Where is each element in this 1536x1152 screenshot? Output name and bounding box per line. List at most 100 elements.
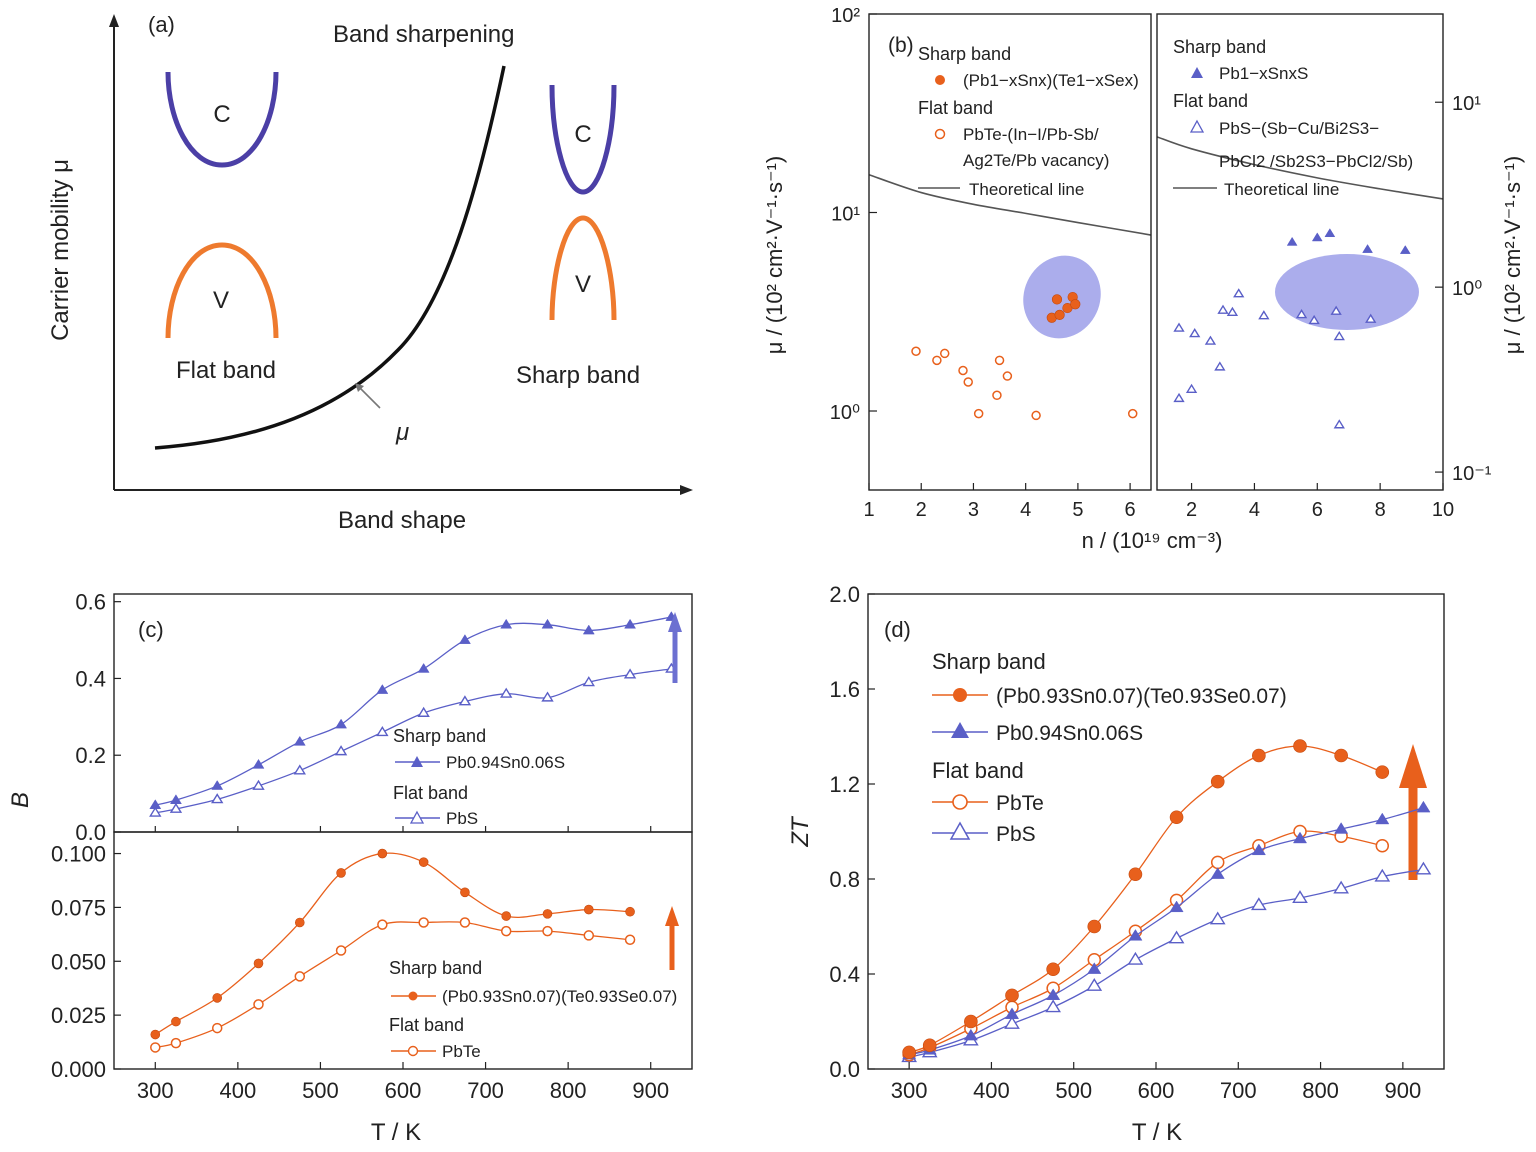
c-top-ytick-label-0.6: 0.6 [75,590,106,615]
d-pbsnte-point-1 [922,1038,937,1053]
d-pbs-point-8 [1209,911,1226,925]
b-right-xtick-label-6: 6 [1312,499,1323,521]
d-pbsnte-point-11 [1334,748,1348,763]
sharp-band-cluster-right [1275,254,1419,330]
b-left-flat-point-9 [1031,410,1041,421]
d-pbsns-point-11 [1334,822,1349,834]
c-top-pbsns-point-6 [376,684,389,694]
b-right-sharp-point-0 [1286,236,1298,246]
d-xtick-label-900: 900 [1384,1078,1421,1103]
b-right-flat-point-9 [1258,310,1270,320]
b-right-legend-flat-title: Flat band [1173,91,1248,111]
b-right-flat-point-14 [1333,419,1345,429]
c-top-pbsns-point-5 [335,718,348,729]
d-pbsnte-point-0 [902,1045,916,1060]
b-left-flat-point-7 [994,355,1005,366]
b-left-ytick-label-1: 10¹ [831,204,860,226]
c-top-pbsns-point-0 [149,799,162,809]
b-left-xtick-label-3: 3 [968,499,979,521]
c-bot-legend-flat-marker [407,1045,419,1057]
c-top-pbs-point-10 [541,691,554,702]
b-right-flat-point-1 [1173,392,1185,403]
c-bot-pbte-point-7 [418,917,429,928]
d-pbsnte-point-8 [1210,774,1225,789]
b-left-legend-flat-marker [934,128,946,140]
b-right-ytick-label-1: 10⁰ [1452,278,1482,300]
c-top-pbsns-point-2 [211,780,224,790]
d-pbsns-point-5 [1087,962,1102,974]
b-left-xtick-label-2: 2 [916,499,927,521]
b-right-legend-flat-entry-1: PbS−(Sb−Cu/Bi2S3− [1219,119,1379,138]
c-bot-pbsnte-line [154,852,631,1036]
panel-d-legend: Sharp band (Pb0.93Sn0.07)(Te0.93Se0.07) … [932,649,1287,846]
panel-c-bottom-legend: Sharp band (Pb0.93Sn0.07)(Te0.93Se0.07) … [389,958,677,1061]
d-ytick-label-1.2: 1.2 [829,772,860,797]
panel-d-xlabel: T / K [1132,1119,1182,1146]
mobility-curve [154,65,506,450]
mobility-curve-label: μ [395,419,409,446]
c-top-pbs-point-0 [149,806,162,817]
d-ytick-label-0.8: 0.8 [829,867,860,892]
c-top-ytick-label-0.0: 0.0 [75,820,106,845]
panel-d-label: (d) [884,617,911,642]
panel-d-arrow-head [1399,744,1427,788]
panel-c: 300 400 500 600 700 800 900 0.0 0.2 0.4 0.6 0.000 0.… [7,590,693,1146]
d-pbsns-point-3 [1004,1007,1020,1019]
b-left-flat-point-3 [958,365,968,376]
b-right-flat-point-3 [1189,328,1201,338]
d-legend-entry4: PbS [996,823,1036,846]
panel-a-title: Band sharpening [333,21,514,48]
d-legend-entry2: Pb0.94Sn0.06S [996,722,1143,745]
b-right-sharp-point-3 [1362,244,1373,253]
d-pbsnte-point-3 [1005,988,1019,1003]
d-pbs-point-5 [1086,978,1103,991]
panel-d-axes: 300 400 500 600 700 800 900 0.0 0.4 0.8 1.2 1.6 2.0 [829,582,1421,1103]
c-top-pbs-point-2 [211,793,224,804]
b-left-flat-point-8 [1002,371,1013,381]
c-top-pbsns-line [155,616,672,806]
d-pbsnte-point-12 [1375,765,1390,779]
d-legend-flat-title: Flat band [932,758,1024,783]
d-pbs-point-10 [1292,890,1308,904]
c-bot-ytick-label-0.075: 0.075 [51,895,106,920]
c-xtick-label-900: 900 [632,1078,669,1103]
c-bot-pbte-point-1 [170,1037,182,1049]
d-legend-sharp-title: Sharp band [932,649,1046,674]
c-bot-pbsnte-point-11 [583,904,594,915]
b-left-ytick-label-2: 10² [831,5,860,27]
c-top-ytick-label-0.2: 0.2 [75,743,106,768]
panel-d: 300 400 500 600 700 800 9000.00.40.81.21.62.0 … [787,582,1445,1146]
b-left-legend-flat-entry-2: Ag2Te/Pb vacancy) [963,151,1109,170]
d-ytick-label-1.6: 1.6 [829,677,860,702]
c-bot-pbte-point-8 [459,917,471,928]
b-right-legend-flat-entry-2: PbCl2 /Sb2S3−PbCl2/Sb) [1219,152,1413,171]
b-right-xtick-label-8: 8 [1375,499,1386,521]
b-left-legend-flat-entry-1: PbTe-(In−I/Pb-Sb/ [963,125,1099,144]
b-right-flat-point-0 [1173,322,1185,332]
b-right-flat-point-8 [1233,288,1245,298]
panel-c-top-arrow-head [668,612,682,632]
c-bot-legend-sharp-title: Sharp band [389,958,482,978]
c-top-pbsns-point-9 [500,618,513,629]
b-left-theory-line [868,173,1152,236]
c-bot-pbsnte-point-7 [418,857,429,867]
d-pbs-point-13 [1415,861,1432,875]
b-right-legend-sharp-title: Sharp band [1173,37,1266,57]
d-legend-entry3: PbTe [996,792,1044,815]
c-top-pbs-point-1 [169,802,183,813]
c-top-ytick-label-0.4: 0.4 [75,666,106,691]
b-right-xtick-label-10: 10 [1432,499,1454,521]
c-bot-legend-sharp-marker [408,991,418,1001]
c-top-pbs-point-7 [417,706,430,717]
d-xtick-label-500: 500 [1055,1078,1092,1103]
c-top-pbsns-point-12 [624,618,637,629]
panel-b-right-legend: Sharp band Pb1−xSnxS Flat band PbS−(Sb−C… [1173,37,1413,199]
c-bot-ytick-label-0.000: 0.000 [51,1057,106,1082]
c-top-pbsns-point-3 [252,758,265,769]
panel-b-ylabel-left: μ / (10² cm²·V⁻¹·s⁻¹) [762,156,787,354]
b-right-flat-point-4 [1204,335,1217,345]
panel-b-ylabel-right: μ / (10² cm²·V⁻¹·s⁻¹) [1500,156,1525,354]
c-bot-pbte-point-5 [335,945,347,956]
panel-c-axes: 300 400 500 600 700 800 900 0.0 0.2 0.4 0.6 0.000 0.… [51,590,669,1103]
d-pbsns-point-2 [963,1028,978,1041]
